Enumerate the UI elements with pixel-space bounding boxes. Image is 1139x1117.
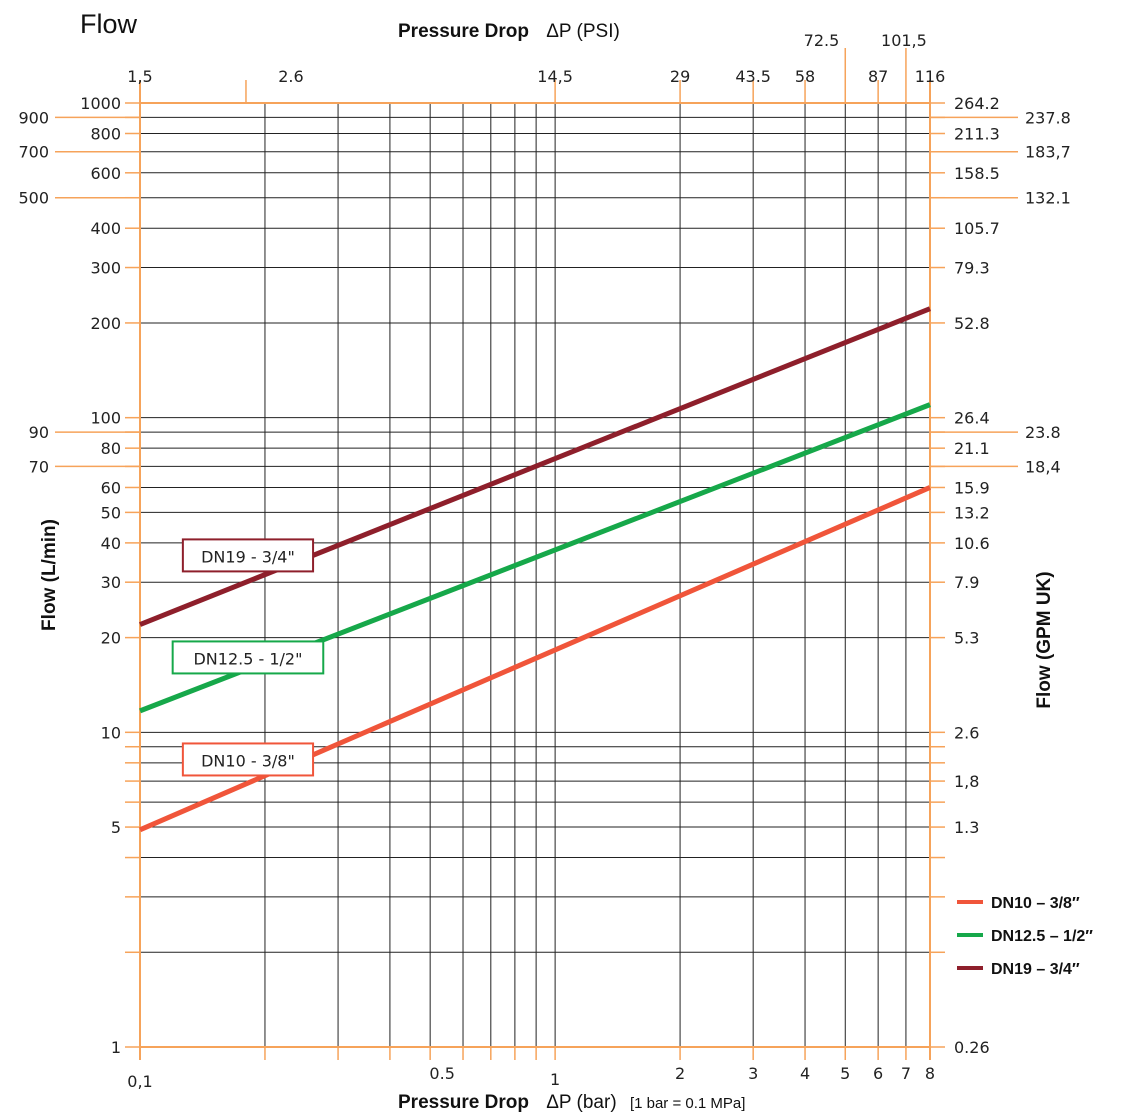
- psi-label-43-5: 43.5: [735, 67, 771, 86]
- series-box-label-dn19-3-4: DN19 - 3/4": [201, 547, 295, 566]
- lpm-label-50: 50: [101, 503, 121, 522]
- bottom-axis-title-bold: Pressure Drop: [398, 1092, 529, 1113]
- psi-label-1-5: 1,5: [127, 67, 152, 86]
- series-box-frame-dn12-5-1-2: [171, 640, 325, 675]
- gpm-label-105-7: 105.7: [954, 219, 1000, 238]
- psi-label-101-5: 101,5: [881, 31, 927, 50]
- legend-label-dn19-3-4: DN19 – 3/4″: [991, 961, 1080, 978]
- series-box-dn19-3-4: DN19 - 3/4": [181, 538, 315, 573]
- series-box-frame-dn10-3-8: [181, 742, 315, 777]
- lpm-label-30: 30: [101, 573, 121, 592]
- psi-label-2-6: 2.6: [278, 67, 303, 86]
- series-box-label-dn12-5-1-2: DN12.5 - 1/2": [193, 649, 302, 668]
- bar-label-0-5: 0.5: [429, 1064, 454, 1083]
- lpm-label-60: 60: [101, 478, 121, 497]
- gpm-label-158-5: 158.5: [954, 164, 1000, 183]
- gpm-label-5-3: 5.3: [954, 629, 979, 648]
- lpm-label-500: 500: [18, 189, 49, 208]
- bar-label-4: 4: [800, 1064, 810, 1083]
- gpm-label-183-7: 183,7: [1025, 143, 1071, 162]
- chart-title: Flow: [80, 9, 138, 39]
- gpm-label-15-9: 15.9: [954, 478, 990, 497]
- legend-item-dn12-5-1-2: DN12.5 – 1/2″: [957, 928, 1093, 945]
- bar-label-0-1: 0,1: [127, 1072, 152, 1091]
- lpm-label-100: 100: [90, 409, 121, 428]
- bar-label-1: 1: [550, 1070, 560, 1089]
- gpm-label-79-3: 79.3: [954, 259, 990, 278]
- legend-item-dn10-3-8: DN10 – 3/8″: [957, 895, 1080, 912]
- right-axis-title: Flow (GPM UK): [1034, 571, 1055, 708]
- top-axis-title-rest: ΔP (PSI): [546, 21, 620, 42]
- lpm-label-600: 600: [90, 164, 121, 183]
- lpm-label-900: 900: [18, 108, 49, 127]
- bar-label-8: 8: [925, 1064, 935, 1083]
- bottom-axis-title-rest: ΔP (bar): [546, 1092, 616, 1113]
- gpm-label-13-2: 13.2: [954, 503, 990, 522]
- psi-label-116: 116: [915, 67, 946, 86]
- bar-label-6: 6: [873, 1064, 883, 1083]
- bar-label-3: 3: [748, 1064, 758, 1083]
- lpm-label-800: 800: [90, 124, 121, 143]
- psi-label-72-5: 72.5: [804, 31, 840, 50]
- gpm-label-1-3: 1.3: [954, 818, 979, 837]
- gpm-label-52-8: 52.8: [954, 314, 990, 333]
- lpm-label-10: 10: [101, 723, 121, 742]
- legend-label-dn10-3-8: DN10 – 3/8″: [991, 895, 1080, 912]
- lpm-label-5: 5: [111, 818, 121, 837]
- series-box-dn12-5-1-2: DN12.5 - 1/2": [171, 640, 325, 675]
- bar-label-7: 7: [901, 1064, 911, 1083]
- bottom-axis-note: [1 bar = 0.1 MPa]: [630, 1095, 745, 1112]
- gpm-label-0-26: 0.26: [954, 1038, 990, 1057]
- series-box-frame-dn19-3-4: [181, 538, 315, 573]
- gpm-label-26-4: 26.4: [954, 409, 990, 428]
- psi-label-14-5: 14,5: [537, 67, 573, 86]
- gpm-label-237-8: 237.8: [1025, 108, 1071, 127]
- grid: [140, 103, 930, 1047]
- legend-item-dn19-3-4: DN19 – 3/4″: [957, 961, 1080, 978]
- psi-label-58: 58: [795, 67, 815, 86]
- lpm-label-1: 1: [111, 1038, 121, 1057]
- lpm-label-700: 700: [18, 143, 49, 162]
- top-axis-title: Pressure Drop ΔP (PSI): [398, 21, 620, 42]
- psi-label-29: 29: [670, 67, 690, 86]
- gpm-label-21-1: 21.1: [954, 439, 990, 458]
- gpm-label-23-8: 23.8: [1025, 423, 1061, 442]
- lpm-label-40: 40: [101, 534, 121, 553]
- lpm-label-200: 200: [90, 314, 121, 333]
- gpm-label-1-8: 1,8: [954, 772, 979, 791]
- gpm-label-264-2: 264.2: [954, 94, 1000, 113]
- top-axis-title-bold: Pressure Drop: [398, 21, 529, 42]
- series-boxes: DN10 - 3/8" DN12.5 - 1/2" DN19 - 3/4": [171, 538, 325, 777]
- bar-label-2: 2: [675, 1064, 685, 1083]
- lpm-label-1000: 1000: [80, 94, 121, 113]
- psi-label-87: 87: [868, 67, 888, 86]
- series-box-label-dn10-3-8: DN10 - 3/8": [201, 751, 295, 770]
- left-axis-title: Flow (L/min): [39, 519, 60, 631]
- bottom-axis-title: Pressure Drop ΔP (bar) [1 bar = 0.1 MPa]: [398, 1092, 745, 1113]
- lpm-label-400: 400: [90, 219, 121, 238]
- gpm-label-7-9: 7.9: [954, 573, 979, 592]
- gpm-label-10-6: 10.6: [954, 534, 990, 553]
- lpm-label-90: 90: [29, 423, 49, 442]
- series-box-dn10-3-8: DN10 - 3/8": [181, 742, 315, 777]
- lpm-label-80: 80: [101, 439, 121, 458]
- lpm-label-20: 20: [101, 629, 121, 648]
- bar-label-5: 5: [840, 1064, 850, 1083]
- lpm-label-70: 70: [29, 457, 49, 476]
- lpm-label-300: 300: [90, 259, 121, 278]
- gpm-label-2-6: 2.6: [954, 723, 979, 742]
- legend-label-dn12-5-1-2: DN12.5 – 1/2″: [991, 928, 1093, 945]
- legend: DN10 – 3/8″ DN12.5 – 1/2″ DN19 – 3/4″: [957, 895, 1093, 978]
- gpm-label-132-1: 132.1: [1025, 189, 1071, 208]
- gpm-label-18-4: 18,4: [1025, 457, 1061, 476]
- gpm-label-211-3: 211.3: [954, 124, 1000, 143]
